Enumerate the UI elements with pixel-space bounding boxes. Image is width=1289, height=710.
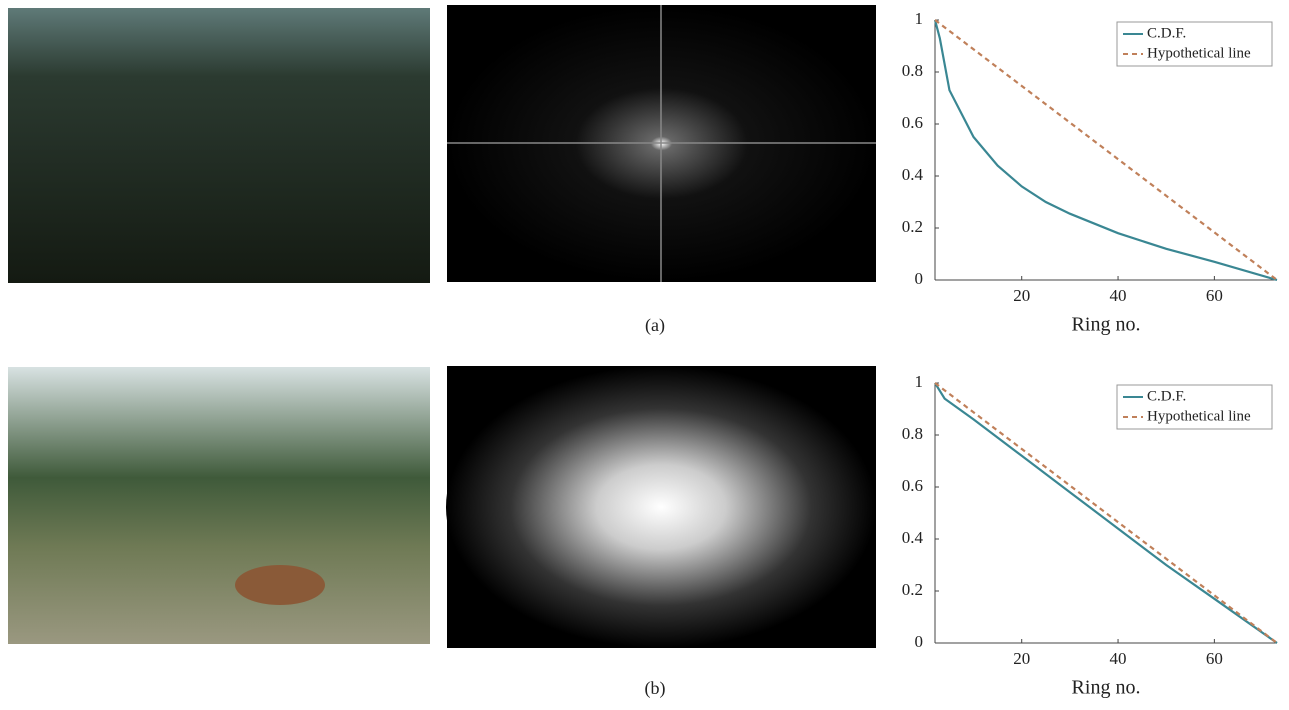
photo-a [8,8,430,283]
spectrum-b-glow [446,366,876,648]
caption: (a) [645,315,665,336]
y-tick-label: 0.2 [902,217,923,236]
y-tick-label: 0.4 [902,165,924,184]
y-tick-label: 0.8 [902,61,923,80]
caption: (b) [645,678,666,699]
y-tick-label: 1 [915,372,924,391]
x-axis-label: Ring no. [1072,677,1141,699]
x-tick-label: 60 [1206,649,1223,668]
photo-b [8,367,430,644]
figure: (a) (b) 0 0.2 0.4 0.6 0.8 1 20 40 60 Ring no. C.D.… [0,0,1289,705]
x-axis-label: Ring no. [1072,314,1141,336]
y-tick-label: 0.2 [902,580,923,599]
y-tick-label: 0.8 [902,424,923,443]
ibex [235,565,325,605]
y-tick-label: 0.6 [902,113,923,132]
y-tick-label: 0.6 [902,476,923,495]
legend-label: Hypothetical line [1147,408,1251,424]
y-tick-label: 0 [915,632,924,651]
y-tick-label: 1 [915,9,924,28]
x-tick-label: 60 [1206,286,1223,305]
legend-label: C.D.F. [1147,25,1186,41]
y-tick-label: 0 [915,269,924,288]
y-tick-label: 0.4 [902,528,924,547]
x-tick-label: 20 [1013,286,1030,305]
x-tick-label: 40 [1110,649,1127,668]
legend-label: Hypothetical line [1147,45,1251,61]
x-tick-label: 40 [1110,286,1127,305]
legend-label: C.D.F. [1147,388,1186,404]
x-tick-label: 20 [1013,649,1030,668]
